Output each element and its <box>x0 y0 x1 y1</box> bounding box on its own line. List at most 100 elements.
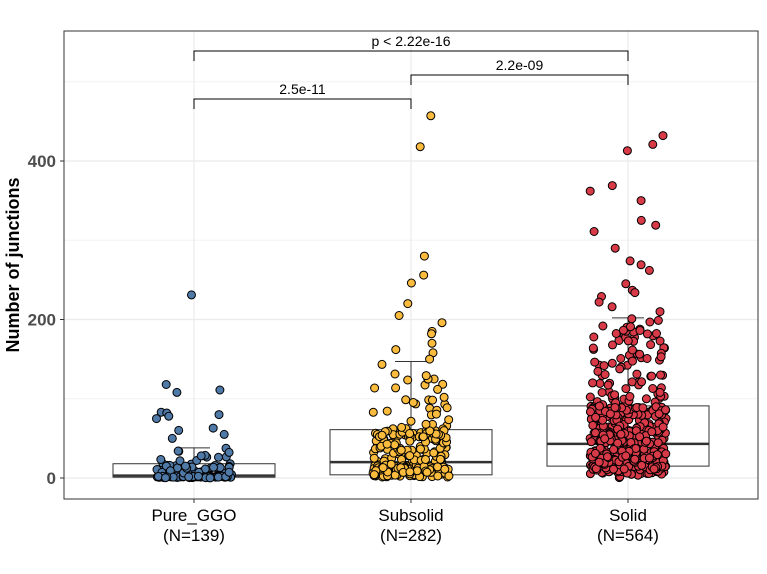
data-point <box>391 345 401 355</box>
data-point <box>635 349 645 359</box>
data-point <box>607 358 617 368</box>
data-point <box>215 385 225 395</box>
data-point <box>172 387 182 397</box>
significance-bracket <box>193 50 629 61</box>
data-point <box>589 332 599 342</box>
data-point <box>605 409 615 419</box>
data-point <box>647 371 657 381</box>
data-point <box>661 405 670 415</box>
data-point <box>627 377 637 387</box>
data-point <box>427 338 437 348</box>
data-point <box>627 314 637 324</box>
data-point <box>205 473 215 483</box>
data-point <box>433 471 443 481</box>
data-point <box>655 387 665 397</box>
x-tick-n-label: (N=139) <box>163 526 225 545</box>
data-point <box>594 457 604 467</box>
data-point <box>224 447 234 457</box>
data-point <box>187 290 196 300</box>
data-point <box>648 139 658 149</box>
data-point <box>386 459 396 469</box>
data-point <box>442 403 452 413</box>
data-point <box>658 131 668 141</box>
data-point <box>213 472 223 482</box>
data-point <box>654 409 664 419</box>
y-tick-label: 400 <box>28 152 56 171</box>
data-point <box>590 448 600 458</box>
data-point <box>615 364 625 374</box>
jitter-points <box>152 111 671 483</box>
y-tick-label: 200 <box>28 311 56 330</box>
data-point <box>418 432 428 442</box>
data-point <box>377 359 387 369</box>
data-point <box>588 378 598 388</box>
data-point <box>406 278 416 288</box>
x-tick-label: Subsolid <box>378 506 443 525</box>
data-point <box>647 427 657 437</box>
data-point <box>405 436 415 446</box>
data-point <box>588 420 598 430</box>
data-point <box>636 260 646 270</box>
data-point <box>630 288 640 298</box>
significance-label: 2.2e-09 <box>496 57 544 73</box>
x-tick-label: Solid <box>609 506 647 525</box>
data-point <box>658 422 668 432</box>
data-point <box>609 464 618 474</box>
data-point <box>444 415 454 425</box>
data-point <box>378 463 388 473</box>
data-point <box>618 325 628 335</box>
data-point <box>599 361 609 371</box>
data-point <box>421 419 431 429</box>
data-point <box>369 453 379 463</box>
data-point <box>655 336 665 346</box>
data-point <box>642 329 652 339</box>
data-point <box>415 142 425 152</box>
data-point <box>610 403 620 412</box>
data-point <box>623 336 633 346</box>
data-point <box>611 329 621 338</box>
data-point <box>416 444 425 454</box>
data-point <box>627 345 637 355</box>
data-point <box>651 220 661 230</box>
data-point <box>377 430 387 440</box>
data-point <box>433 384 443 394</box>
data-point <box>635 432 645 442</box>
data-point <box>181 461 190 471</box>
data-point <box>214 410 224 420</box>
data-point <box>164 411 174 421</box>
data-point <box>208 423 218 433</box>
data-point <box>427 329 436 339</box>
data-point <box>390 440 400 450</box>
data-point <box>431 409 441 419</box>
data-point <box>421 455 430 464</box>
data-point <box>652 329 661 338</box>
data-point <box>637 377 647 387</box>
data-point <box>653 438 663 448</box>
data-point <box>622 146 632 156</box>
axes: 0 200 400 Pure_GGO(N=139) Subsolid(N=282) Sol… <box>28 152 659 545</box>
data-point <box>645 317 655 327</box>
data-point <box>437 318 447 328</box>
data-point <box>156 455 166 464</box>
data-point <box>585 407 595 417</box>
data-point <box>161 473 170 483</box>
data-point <box>397 422 407 432</box>
data-point <box>600 370 610 379</box>
data-point <box>636 215 646 225</box>
data-point <box>589 227 599 236</box>
data-point <box>646 340 656 350</box>
data-point <box>661 449 671 459</box>
data-point <box>603 452 612 462</box>
significance-bracket <box>410 74 629 85</box>
data-point <box>628 356 637 366</box>
data-point <box>585 186 595 196</box>
data-point <box>613 438 623 448</box>
data-point <box>405 467 415 477</box>
data-point <box>595 379 605 388</box>
data-point <box>609 445 619 454</box>
data-point <box>619 464 629 474</box>
data-point <box>175 456 185 466</box>
y-axis-title: Number of junctions <box>3 178 23 353</box>
data-point <box>405 451 415 461</box>
data-point <box>167 433 177 443</box>
